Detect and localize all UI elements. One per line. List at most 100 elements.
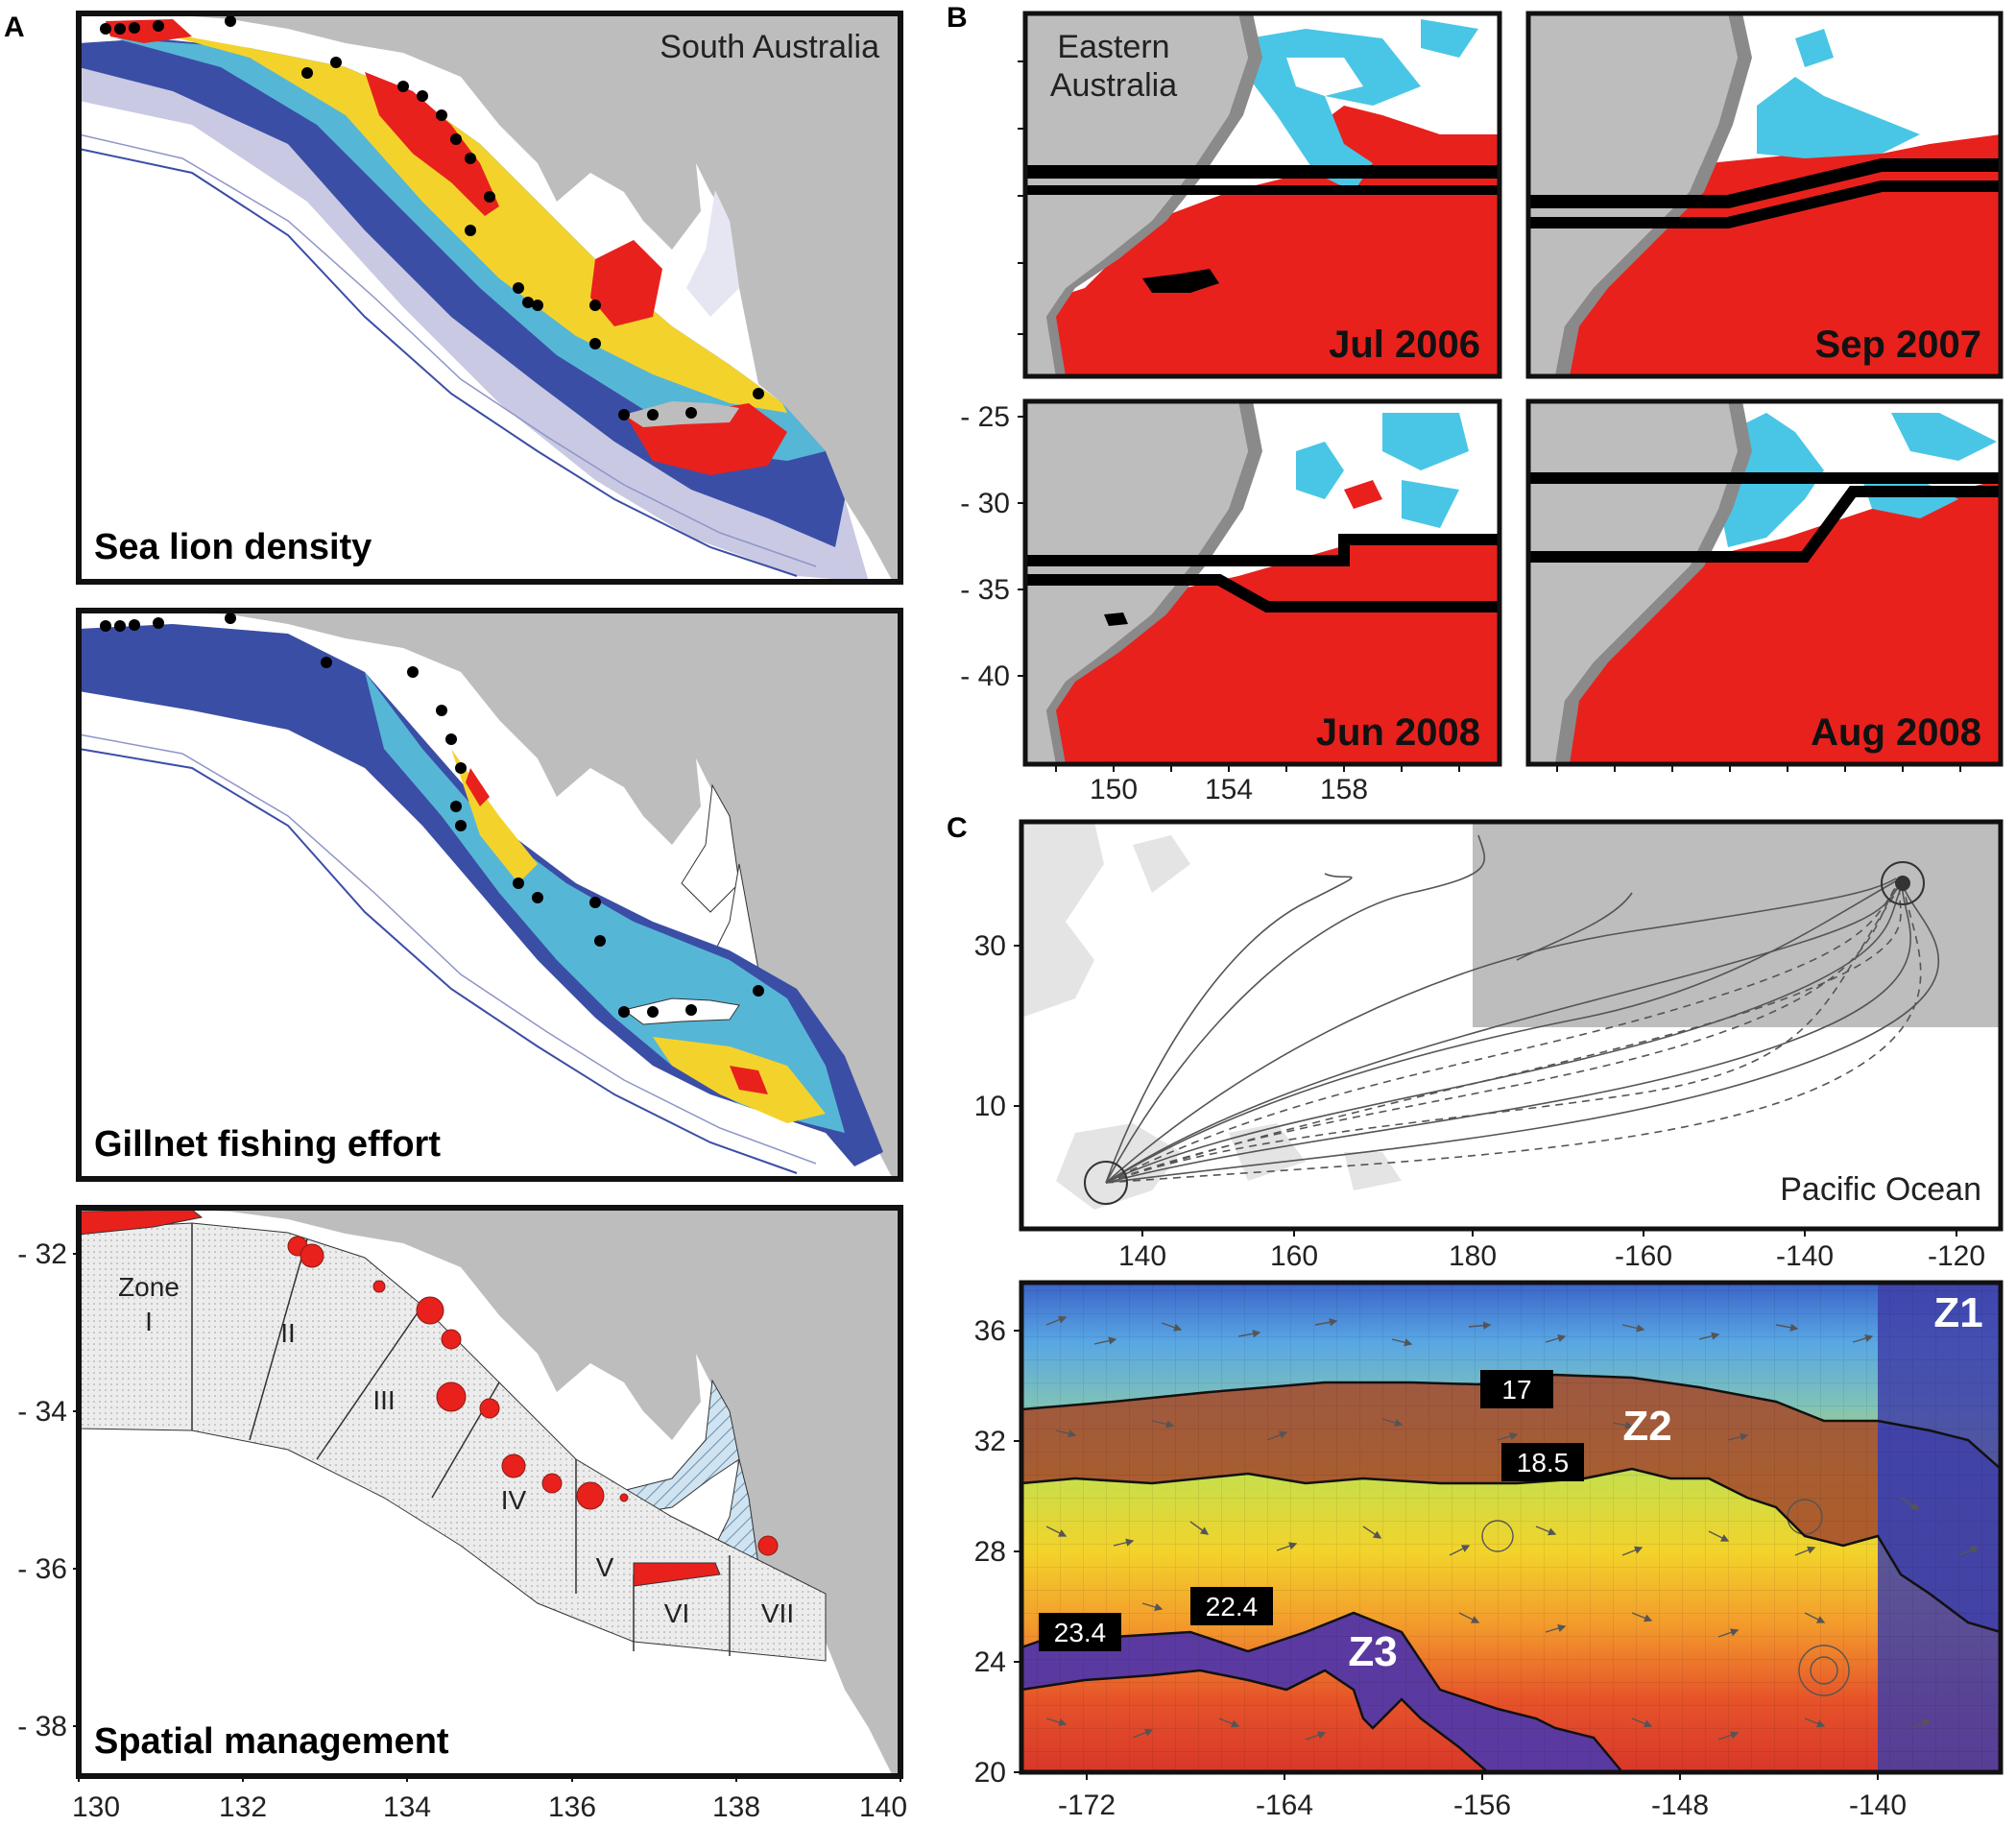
a-x-tick-130: 130 (72, 1791, 120, 1823)
management-land (79, 1208, 900, 1776)
region-label-south-australia: South Australia (660, 29, 879, 65)
b-y-tick-40: - 40 (960, 661, 1010, 692)
sep-2007-zone-line-2 (1528, 180, 2001, 228)
zone-vii-label: VII (761, 1598, 794, 1628)
aug-2008-shelf (1555, 401, 1752, 764)
panel-b-map-jun-2008: Jun 2008 (1022, 398, 1502, 767)
density-hotspot-north (365, 72, 499, 216)
effort-isobath-2 (78, 733, 817, 1165)
c-isotherm-23-4 (1020, 1669, 1489, 1773)
jun-2008-hotspot (1025, 480, 1500, 764)
effort-kangaroo-island (622, 997, 740, 1025)
aug-2008-secondary (1718, 413, 1997, 547)
panel-a-management-map: Zone I II III IV V VI VII Spatial manage… (76, 1205, 903, 1779)
panel-c-letter: C (947, 812, 968, 844)
b-y-tick-35: - 35 (960, 574, 1010, 606)
panel-b-x-axis: 150 154 158 (1055, 764, 1961, 805)
c-top-x-tick-neg140: -140 (1776, 1240, 1834, 1272)
a-y-tick-36: - 36 (17, 1553, 67, 1585)
caption-sea-lion-density: Sea lion density (94, 527, 372, 567)
c-top-x-tick-160: 160 (1270, 1240, 1318, 1272)
c-bottom-x-tick-neg164: -164 (1256, 1790, 1313, 1821)
panel-a-y-axis: - 32 - 34 - 36 - 38 (17, 1238, 79, 1742)
effort-colonies (100, 613, 764, 1018)
panel-b-letter: B (947, 2, 968, 34)
effort-land (79, 611, 900, 1179)
a-y-tick-34: - 34 (17, 1396, 67, 1428)
panel-a-x-axis: 130 132 134 136 138 140 (72, 1776, 907, 1823)
effort-map-frame (76, 608, 903, 1182)
panel-c-bottom-x-axis: -172 -164 -156 -148 -140 (1058, 1772, 1907, 1821)
isotherm-label-22-4: 22.4 (1190, 1587, 1273, 1625)
jun-2008-secondary (1296, 413, 1469, 528)
management-closure-box (633, 1562, 721, 1587)
isotherm-label-18-5-text: 18.5 (1517, 1448, 1570, 1478)
caption-gillnet-fishing-effort: Gillnet fishing effort (94, 1124, 441, 1165)
c-top-destination-marker (1881, 861, 1925, 905)
density-isobath-2 (78, 133, 817, 567)
c-isotherm-18-5 (1020, 1467, 2002, 1634)
isotherm-label-23-4-text: 23.4 (1054, 1618, 1107, 1647)
a-x-tick-140: 140 (859, 1791, 907, 1823)
month-label-jul-2006: Jul 2006 (1329, 324, 1480, 366)
zone-word-label: Zone (118, 1272, 180, 1302)
effort-isobath-1 (78, 748, 798, 1174)
b-x-tick-154: 154 (1205, 774, 1253, 805)
zone-iii-label: III (372, 1385, 395, 1415)
c-bottom-y-tick-28: 28 (974, 1536, 1006, 1568)
c-bottom-x-tick-neg156: -156 (1453, 1790, 1511, 1821)
b-x-tick-158: 158 (1320, 774, 1368, 805)
a-x-tick-136: 136 (548, 1791, 596, 1823)
b-y-tick-30: - 30 (960, 488, 1010, 519)
c-top-y-tick-10: 10 (974, 1091, 1006, 1122)
isotherm-label-17: 17 (1480, 1370, 1553, 1408)
c-top-north-america (1853, 822, 2001, 989)
a-y-tick-38: - 38 (17, 1711, 67, 1742)
aug-2008-hotspot (1528, 480, 2001, 764)
b-x-tick-150: 150 (1090, 774, 1138, 805)
effort-high-cells (451, 749, 826, 1123)
c-top-x-tick-neg120: -120 (1928, 1240, 1985, 1272)
c-top-landmass-west (1021, 822, 1402, 1210)
jul-2006-zone-line-2 (1025, 185, 1500, 195)
c-bottom-y-tick-36: 36 (974, 1315, 1006, 1347)
management-zones-area (78, 1222, 827, 1662)
b-y-tick-25: - 25 (960, 401, 1010, 433)
zone-ii-label: II (280, 1318, 296, 1348)
aug-2008-zone-line-1 (1528, 472, 2001, 484)
panel-b-map-sep-2007: Sep 2007 (1525, 11, 2004, 379)
zone-i-label: I (145, 1307, 153, 1336)
zone-v-label: V (596, 1552, 614, 1582)
management-zone-dividers (191, 1223, 731, 1656)
effort-gulf-spencer (681, 783, 740, 913)
c-bottom-x-tick-neg148: -148 (1651, 1790, 1709, 1821)
c-top-x-tick-180: 180 (1449, 1240, 1497, 1272)
panel-c-track-map: Pacific Ocean (1019, 819, 2004, 1232)
jul-2006-gap (1286, 58, 1363, 96)
c-bottom-y-tick-32: 32 (974, 1426, 1006, 1457)
a-x-tick-138: 138 (712, 1791, 760, 1823)
jul-2006-zone-line-1 (1025, 165, 1500, 179)
density-land (79, 13, 900, 582)
panel-a-density-map: South Australia Sea lion density (76, 11, 903, 585)
eastern-australia-label-line-2: Australia (1050, 67, 1177, 104)
pacific-ocean-label: Pacific Ocean (1780, 1171, 1981, 1208)
isotherm-label-18-5: 18.5 (1501, 1443, 1584, 1481)
aug-2008-land (1528, 401, 1738, 764)
c-bottom-x-tick-neg140: -140 (1849, 1790, 1907, 1821)
density-hotspot-gulf (590, 240, 662, 326)
panel-c-top-x-axis: 140 160 180 -160 -140 -120 (1118, 1229, 1985, 1272)
a-x-tick-134: 134 (383, 1791, 431, 1823)
zone-vi-label: VI (664, 1598, 689, 1628)
c-bottom-y-tick-20: 20 (974, 1757, 1006, 1789)
zone-label-z1: Z1 (1933, 1289, 1982, 1336)
c-isotherm-17 (1020, 1373, 2002, 1470)
density-kangaroo-island (624, 401, 739, 427)
density-isobath-1 (78, 148, 798, 577)
density-colonies (100, 15, 764, 420)
density-hotspot-west (106, 19, 192, 43)
jun-2008-zone-line-2 (1025, 574, 1500, 613)
sep-2007-zone-line-1 (1528, 158, 2001, 208)
isotherm-label-23-4: 23.4 (1039, 1613, 1121, 1651)
